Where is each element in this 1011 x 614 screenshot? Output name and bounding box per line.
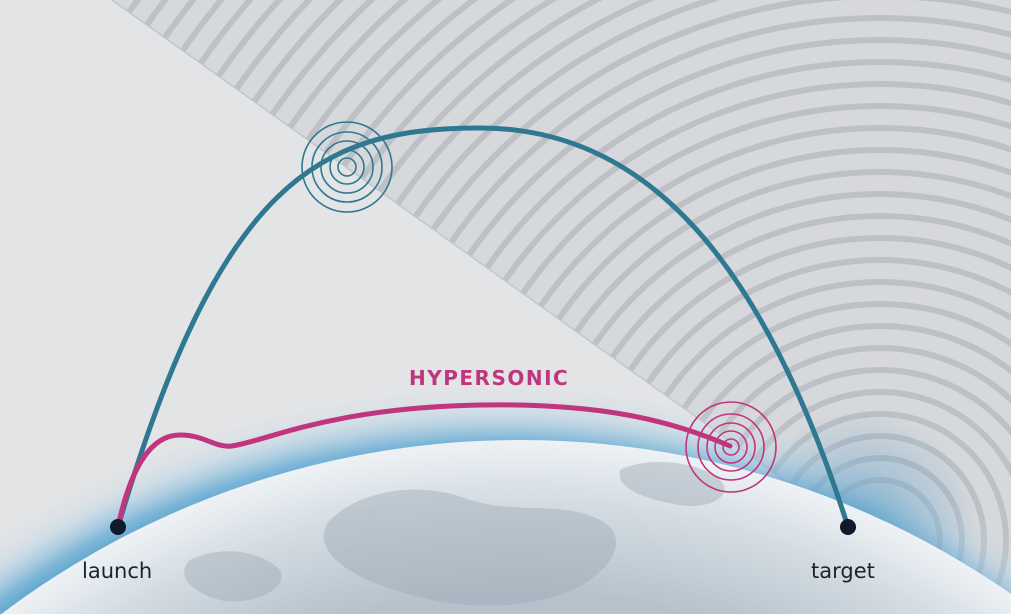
target-point <box>840 519 856 535</box>
ballistic-trajectory <box>115 125 851 530</box>
launch-point <box>110 519 126 535</box>
launch-label: launch <box>82 559 153 583</box>
ballistic-detection-rings <box>301 121 393 213</box>
earth <box>1 440 1011 614</box>
hypersonic-detection-rings <box>685 401 777 493</box>
hypersonic-trajectory <box>115 402 733 530</box>
target-label: target <box>811 559 875 583</box>
hypersonic-label: HYPERSONIC <box>409 366 570 390</box>
earth-texture <box>184 461 725 606</box>
